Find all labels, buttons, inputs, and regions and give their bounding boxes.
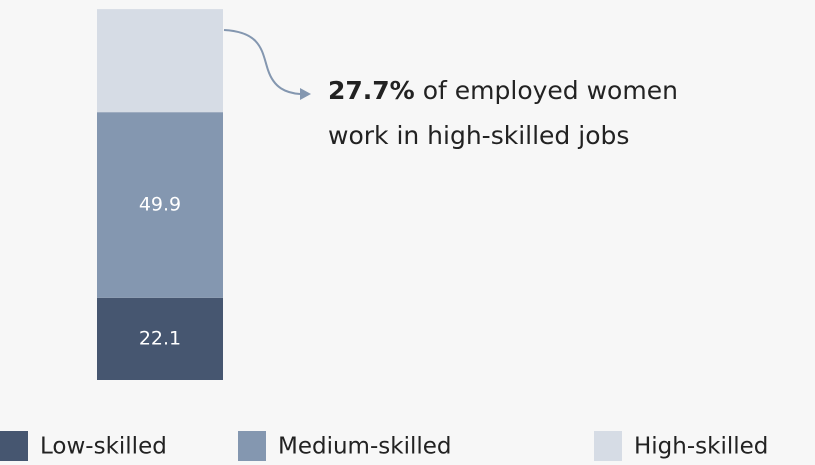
annotation-line: 27.7% of employed women bbox=[328, 76, 678, 105]
legend-label: Low-skilled bbox=[40, 434, 167, 460]
annotation-highlight: 27.7% bbox=[328, 76, 415, 105]
annotation-line: work in high-skilled jobs bbox=[328, 121, 629, 150]
annotation-arrow bbox=[223, 29, 301, 95]
bar-segment bbox=[97, 9, 223, 113]
bar-segment bbox=[97, 112, 223, 298]
legend-label: High-skilled bbox=[634, 434, 768, 460]
legend-swatch bbox=[594, 431, 622, 461]
legend-label: Medium-skilled bbox=[278, 434, 452, 460]
data-label: 49.9 bbox=[139, 193, 181, 215]
legend-swatch bbox=[238, 431, 266, 461]
annotation-text: of employed women bbox=[423, 76, 678, 105]
legend-swatch bbox=[0, 431, 28, 461]
bar-segment bbox=[97, 297, 223, 380]
annotation-arrowhead bbox=[300, 88, 311, 100]
data-label: 22.1 bbox=[139, 327, 181, 349]
